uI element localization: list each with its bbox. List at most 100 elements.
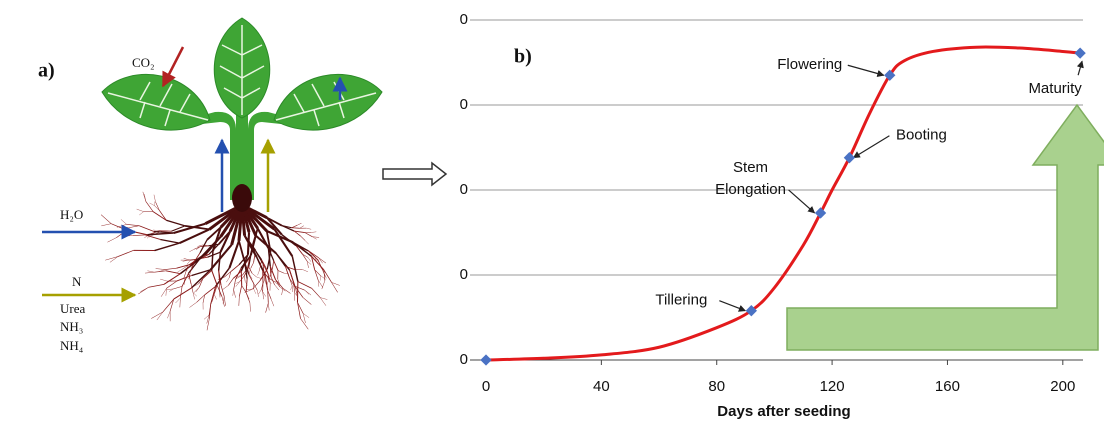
- root: [228, 278, 233, 285]
- root: [274, 261, 278, 271]
- root: [189, 249, 194, 251]
- root: [139, 226, 154, 232]
- root: [319, 258, 326, 263]
- figure: a) CO₂ H₂O N Urea NH₃ NH₄ b) Days after …: [0, 0, 1104, 423]
- root: [107, 238, 116, 243]
- stage-label: Tillering: [655, 292, 707, 309]
- root: [297, 223, 301, 225]
- root: [180, 298, 181, 307]
- root: [293, 242, 308, 250]
- root: [292, 225, 298, 227]
- root: [139, 212, 144, 215]
- root: [157, 312, 163, 320]
- root: [137, 209, 144, 212]
- root: [130, 226, 139, 228]
- root: [302, 269, 308, 271]
- stage-point: [815, 207, 826, 218]
- root: [332, 282, 338, 292]
- stage-label: Maturity: [1028, 80, 1082, 97]
- stage-point: [844, 152, 855, 163]
- nitrogen-label: Urea: [60, 301, 85, 316]
- root: [212, 270, 217, 285]
- label-arrow: [848, 65, 884, 75]
- root: [166, 220, 185, 226]
- root: [257, 290, 258, 297]
- panel-label: b): [514, 46, 532, 68]
- root: [208, 252, 221, 257]
- root: [290, 286, 292, 290]
- root: [111, 224, 127, 231]
- root: [300, 226, 304, 229]
- roots: [101, 192, 340, 330]
- root: [231, 265, 239, 272]
- leaf: [102, 74, 210, 130]
- stem: [200, 112, 236, 200]
- root: [147, 271, 154, 272]
- root: [248, 274, 253, 283]
- root: [153, 230, 157, 231]
- root: [246, 279, 247, 293]
- root: [300, 236, 305, 241]
- root: [222, 297, 224, 307]
- root: [219, 252, 221, 270]
- root: [121, 219, 127, 224]
- root: [180, 286, 182, 298]
- root: [105, 257, 118, 261]
- root: [216, 268, 230, 286]
- root: [233, 290, 234, 296]
- nitrogen-label: NH₃: [60, 319, 83, 334]
- root: [249, 267, 252, 273]
- root: [101, 224, 111, 226]
- root: [180, 229, 210, 243]
- x-tick-label: 120: [820, 378, 845, 395]
- root: [160, 279, 167, 281]
- root: [154, 271, 166, 272]
- root: [174, 288, 192, 299]
- root: [292, 228, 300, 229]
- root: [234, 290, 236, 298]
- root: [145, 272, 154, 273]
- stage-label: Booting: [896, 127, 947, 144]
- root: [305, 240, 309, 244]
- root: [226, 278, 229, 282]
- root: [177, 269, 181, 272]
- root: [165, 268, 177, 269]
- stem: [248, 112, 283, 200]
- root: [274, 229, 292, 256]
- root: [154, 206, 159, 211]
- root: [306, 228, 311, 229]
- root: [224, 296, 225, 305]
- label-arrow: [789, 190, 815, 213]
- root: [140, 287, 148, 291]
- root: [196, 287, 199, 292]
- root: [166, 271, 180, 274]
- root: [153, 212, 166, 221]
- nitrogen-label: N: [72, 274, 82, 289]
- root: [193, 293, 195, 300]
- root: [257, 277, 261, 278]
- root: [256, 236, 276, 254]
- y-tick-label: 0: [460, 11, 468, 28]
- plant-illustration: a) CO₂ H₂O N Urea NH₃ NH₄: [38, 18, 382, 353]
- root: [239, 241, 245, 262]
- y-tick-label: 0: [460, 181, 468, 198]
- root: [266, 303, 269, 313]
- panel-arrow: [383, 163, 446, 185]
- root: [258, 271, 260, 275]
- y-tick-label: 0: [460, 96, 468, 113]
- label-arrow: [1078, 61, 1082, 75]
- root: [182, 273, 188, 286]
- root: [156, 269, 165, 270]
- root: [239, 286, 241, 297]
- root: [154, 195, 156, 202]
- root: [156, 202, 160, 211]
- chart: b) Days after seeding 000000408012016020…: [460, 11, 1104, 420]
- root: [154, 232, 174, 233]
- root: [242, 286, 247, 293]
- root: [101, 215, 111, 224]
- root: [252, 273, 256, 277]
- stage-point: [480, 354, 491, 365]
- root: [312, 288, 320, 297]
- h2o-label: H₂O: [60, 207, 83, 222]
- x-axis-label: Days after seeding: [717, 403, 850, 420]
